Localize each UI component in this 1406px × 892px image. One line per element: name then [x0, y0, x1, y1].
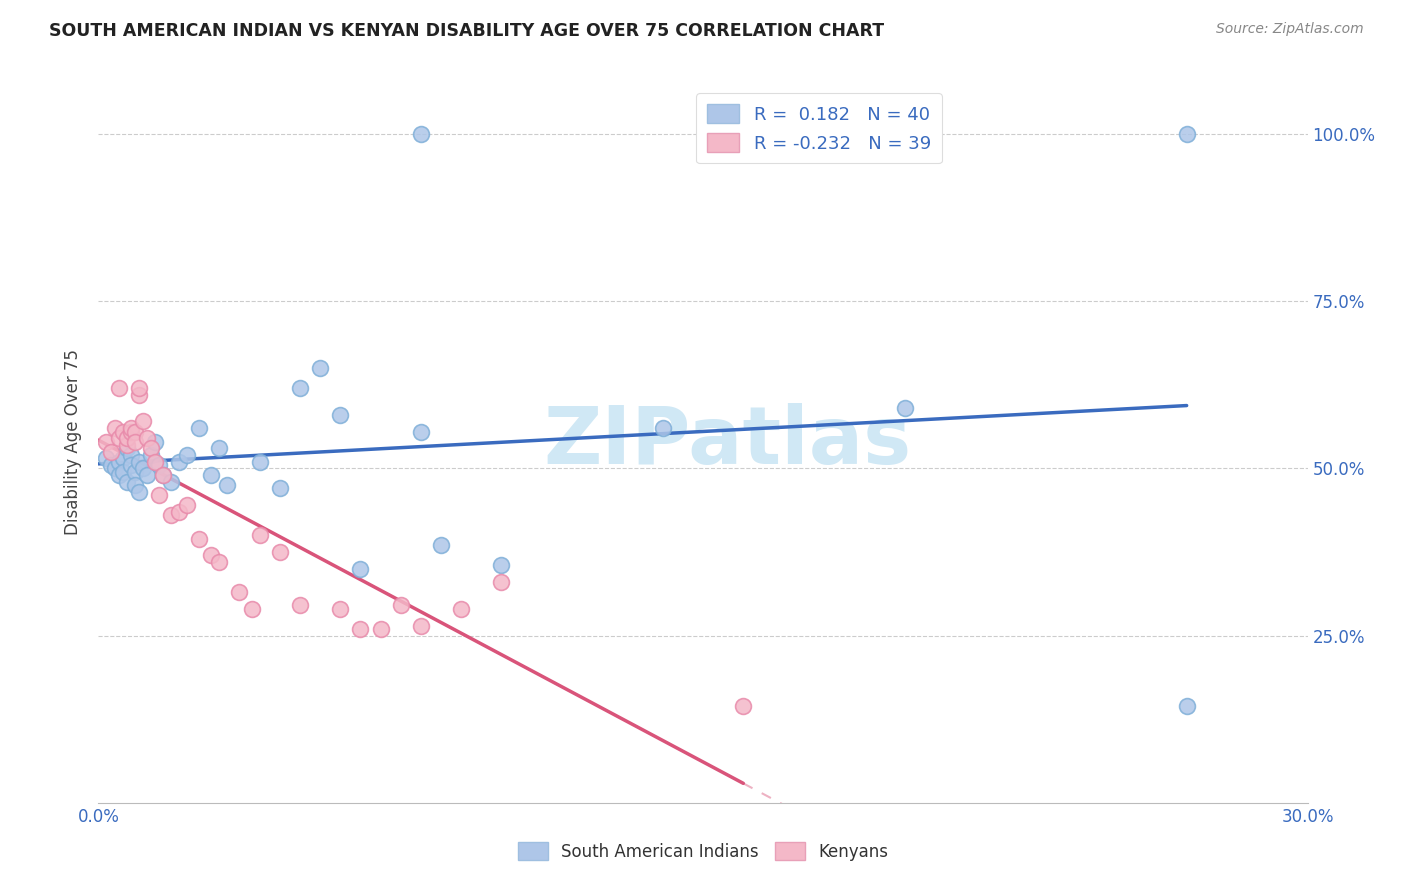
- Y-axis label: Disability Age Over 75: Disability Age Over 75: [65, 349, 83, 534]
- Point: [139, 448, 162, 462]
- Text: ZIPatlas: ZIPatlas: [543, 402, 911, 481]
- Point: [651, 421, 673, 435]
- Point: [143, 434, 166, 449]
- Point: [228, 585, 250, 599]
- Point: [111, 451, 134, 466]
- Point: [128, 455, 150, 469]
- Point: [249, 528, 271, 542]
- Point: [124, 434, 146, 449]
- Text: Source: ZipAtlas.com: Source: ZipAtlas.com: [1216, 22, 1364, 37]
- Point: [152, 467, 174, 482]
- Point: [430, 538, 453, 552]
- Point: [240, 602, 263, 616]
- Point: [120, 425, 142, 439]
- Point: [120, 421, 142, 435]
- Point: [120, 448, 142, 462]
- Point: [143, 455, 166, 469]
- Point: [217, 478, 239, 492]
- Text: SOUTH AMERICAN INDIAN VS KENYAN DISABILITY AGE OVER 75 CORRELATION CHART: SOUTH AMERICAN INDIAN VS KENYAN DISABILI…: [49, 22, 884, 40]
- Point: [128, 484, 150, 499]
- Point: [96, 451, 118, 466]
- Point: [103, 421, 125, 435]
- Point: [148, 458, 170, 472]
- Point: [135, 467, 157, 482]
- Point: [288, 381, 311, 395]
- Point: [167, 455, 190, 469]
- Point: [128, 381, 150, 395]
- Point: [135, 431, 157, 445]
- Point: [96, 434, 118, 449]
- Point: [409, 618, 432, 632]
- Point: [491, 558, 513, 573]
- Point: [115, 442, 138, 455]
- Point: [188, 421, 211, 435]
- Point: [389, 599, 412, 613]
- Point: [349, 562, 371, 576]
- Point: [128, 387, 150, 401]
- Point: [288, 599, 311, 613]
- Point: [370, 622, 392, 636]
- Point: [139, 442, 162, 455]
- Point: [124, 478, 146, 492]
- Point: [124, 425, 146, 439]
- Point: [188, 532, 211, 546]
- Point: [450, 602, 472, 616]
- Point: [1175, 698, 1198, 713]
- Point: [893, 401, 915, 416]
- Point: [409, 127, 432, 141]
- Point: [491, 575, 513, 590]
- Point: [176, 498, 198, 512]
- Point: [329, 408, 352, 422]
- Point: [249, 455, 271, 469]
- Point: [269, 482, 291, 496]
- Point: [148, 488, 170, 502]
- Point: [120, 458, 142, 472]
- Point: [1175, 127, 1198, 141]
- Point: [309, 361, 332, 376]
- Point: [160, 475, 183, 489]
- Point: [132, 461, 155, 475]
- Point: [107, 467, 129, 482]
- Point: [100, 458, 122, 472]
- Point: [132, 414, 155, 429]
- Legend: South American Indians, Kenyans: South American Indians, Kenyans: [510, 836, 896, 868]
- Point: [200, 548, 222, 563]
- Point: [111, 425, 134, 439]
- Point: [176, 448, 198, 462]
- Point: [329, 602, 352, 616]
- Point: [115, 475, 138, 489]
- Point: [115, 438, 138, 452]
- Point: [167, 505, 190, 519]
- Point: [152, 467, 174, 482]
- Point: [208, 442, 231, 455]
- Point: [107, 431, 129, 445]
- Point: [409, 425, 432, 439]
- Point: [349, 622, 371, 636]
- Point: [124, 465, 146, 479]
- Point: [107, 455, 129, 469]
- Legend: R =  0.182   N = 40, R = -0.232   N = 39: R = 0.182 N = 40, R = -0.232 N = 39: [696, 93, 942, 163]
- Point: [200, 467, 222, 482]
- Point: [208, 555, 231, 569]
- Point: [103, 461, 125, 475]
- Point: [160, 508, 183, 523]
- Point: [111, 465, 134, 479]
- Point: [100, 444, 122, 458]
- Point: [269, 545, 291, 559]
- Point: [115, 431, 138, 445]
- Point: [107, 381, 129, 395]
- Point: [733, 698, 755, 713]
